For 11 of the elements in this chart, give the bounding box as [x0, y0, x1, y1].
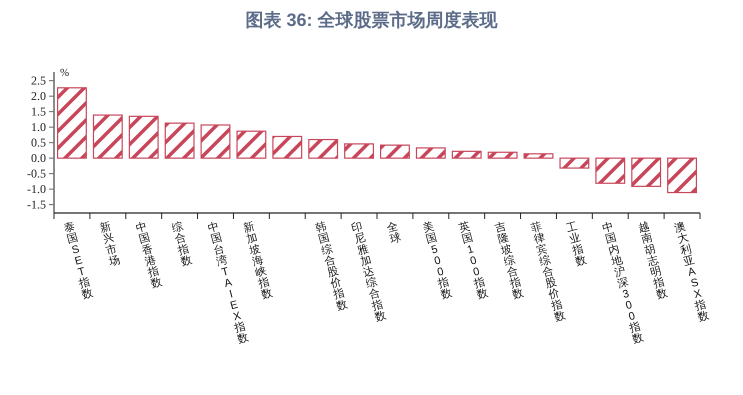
y-tick-label: 2.0: [31, 89, 46, 104]
y-tick-label: -1.0: [27, 182, 46, 196]
title: 图表 36: 全球股票市场周度表现: [245, 10, 498, 30]
y-axis-title: %: [60, 67, 70, 79]
y-tick-label: 1.0: [31, 120, 46, 134]
y-tick-label: -0.5: [27, 166, 46, 181]
y-tick-label: 1.5: [31, 104, 46, 119]
y-tick-label: 2.5: [31, 74, 46, 88]
y-tick-label: 0.0: [31, 151, 46, 166]
y-tick-label: -1.5: [27, 198, 46, 212]
y-tick-label: 0.5: [31, 136, 46, 150]
